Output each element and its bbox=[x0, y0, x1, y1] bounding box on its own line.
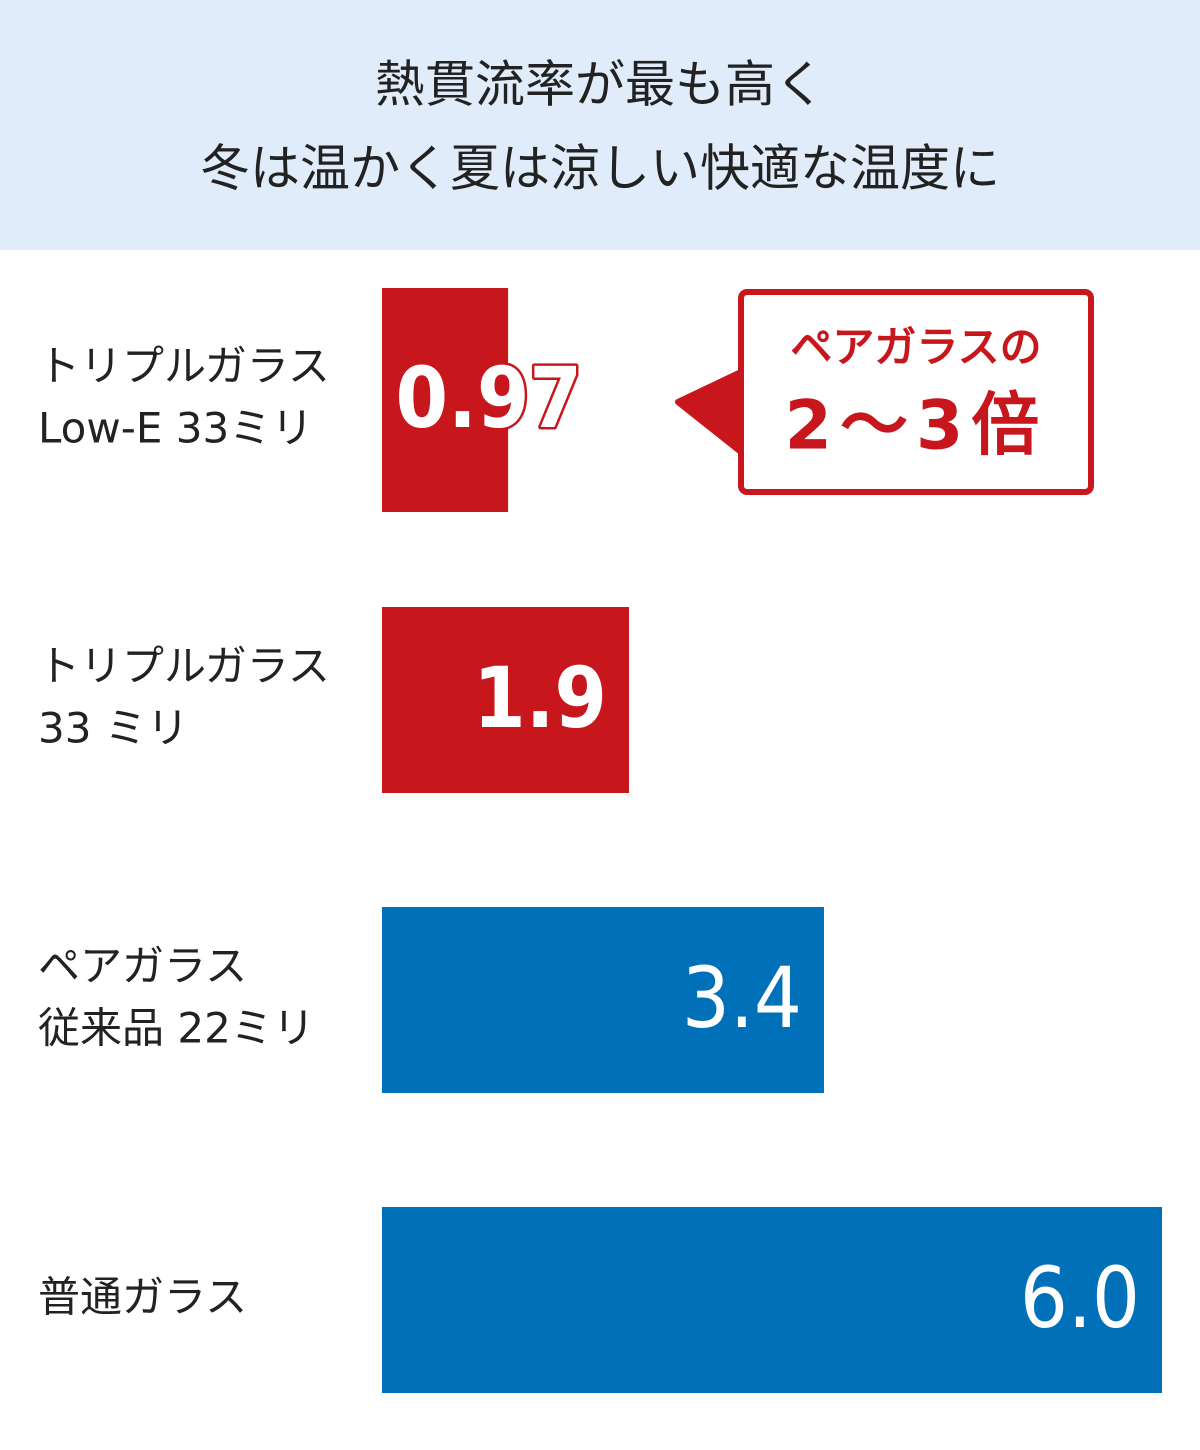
callout-text: ペアガラスの bbox=[790, 323, 1041, 372]
category-label: 従来品 22ミリ bbox=[38, 1004, 315, 1053]
category-label: Low-E 33ミリ bbox=[38, 404, 313, 453]
callout: ペアガラスの 2～3倍 bbox=[675, 289, 1094, 495]
header-background bbox=[0, 0, 1200, 250]
bar bbox=[382, 607, 629, 793]
chart-title: 冬は温かく夏は涼しい快適な温度に bbox=[200, 140, 1000, 198]
category-label: ペアガラス bbox=[38, 942, 247, 991]
bar bbox=[382, 1207, 1162, 1393]
category-label: トリプルガラス bbox=[38, 642, 330, 691]
callout-tail bbox=[675, 369, 743, 455]
bar bbox=[382, 907, 824, 1093]
value-label: 6.0 bbox=[1020, 1249, 1140, 1347]
value-label: 3.4 bbox=[682, 949, 802, 1047]
callout-box bbox=[738, 289, 1094, 495]
category-label: 普通ガラス bbox=[38, 1273, 247, 1322]
category-label: 33 ミリ bbox=[38, 704, 189, 753]
callout-text: 2～3倍 bbox=[785, 387, 1048, 466]
chart-title: 熱貫流率が最も高く bbox=[375, 56, 825, 114]
value-label: 1.9 bbox=[473, 649, 607, 747]
category-label: トリプルガラス bbox=[38, 342, 330, 391]
bar bbox=[382, 288, 509, 512]
value-label: 0.97 bbox=[396, 349, 582, 447]
